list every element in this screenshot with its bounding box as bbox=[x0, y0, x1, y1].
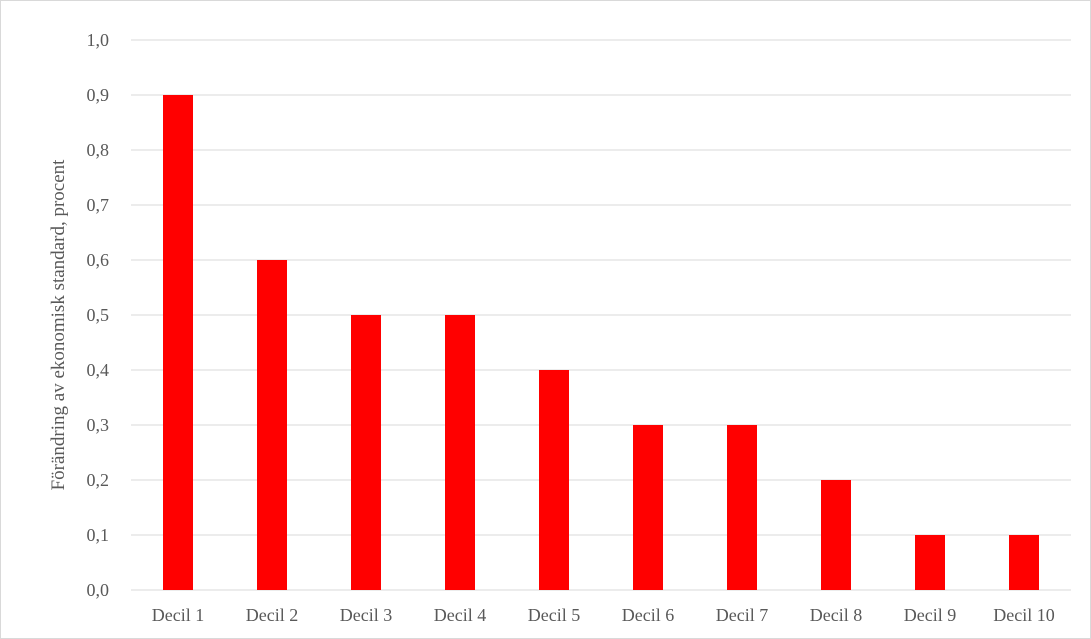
y-tick-labels: 0,0 0,1 0,2 0,3 0,4 0,5 0,6 0,7 0,8 0,9 1,0 bbox=[87, 30, 110, 600]
x-tick-label: Decil 9 bbox=[904, 605, 956, 625]
bar bbox=[445, 315, 475, 590]
x-tick-label: Decil 3 bbox=[340, 605, 392, 625]
y-axis-title: Förändring av ekonomisk standard, procen… bbox=[48, 159, 69, 491]
y-tick-label: 0,9 bbox=[87, 85, 110, 105]
y-tick-label: 0,0 bbox=[87, 580, 110, 600]
y-tick-label: 0,5 bbox=[87, 305, 110, 325]
y-tick-label: 0,6 bbox=[87, 250, 110, 270]
x-tick-labels: Decil 1 Decil 2 Decil 3 Decil 4 Decil 5 Decil… bbox=[152, 605, 1055, 625]
bar bbox=[257, 260, 287, 590]
x-tick-label: Decil 4 bbox=[434, 605, 486, 625]
bar bbox=[1009, 535, 1039, 590]
bar bbox=[351, 315, 381, 590]
y-tick-label: 0,4 bbox=[87, 360, 110, 380]
bar bbox=[539, 370, 569, 590]
y-tick-label: 0,8 bbox=[87, 140, 110, 160]
gridlines bbox=[131, 39, 1071, 591]
x-tick-label: Decil 6 bbox=[622, 605, 674, 625]
y-tick-label: 0,2 bbox=[87, 470, 110, 490]
bar bbox=[633, 425, 663, 590]
bar bbox=[727, 425, 757, 590]
bars bbox=[163, 95, 1039, 590]
y-tick-label: 1,0 bbox=[87, 30, 110, 50]
x-tick-label: Decil 2 bbox=[246, 605, 298, 625]
x-tick-label: Decil 8 bbox=[810, 605, 862, 625]
x-tick-label: Decil 5 bbox=[528, 605, 580, 625]
x-tick-label: Decil 7 bbox=[716, 605, 768, 625]
x-tick-label: Decil 1 bbox=[152, 605, 204, 625]
y-tick-label: 0,7 bbox=[87, 195, 110, 215]
x-tick-label: Decil 10 bbox=[993, 605, 1054, 625]
y-tick-label: 0,1 bbox=[87, 525, 110, 545]
bar bbox=[915, 535, 945, 590]
bar bbox=[163, 95, 193, 590]
bar bbox=[821, 480, 851, 590]
y-tick-label: 0,3 bbox=[87, 415, 110, 435]
